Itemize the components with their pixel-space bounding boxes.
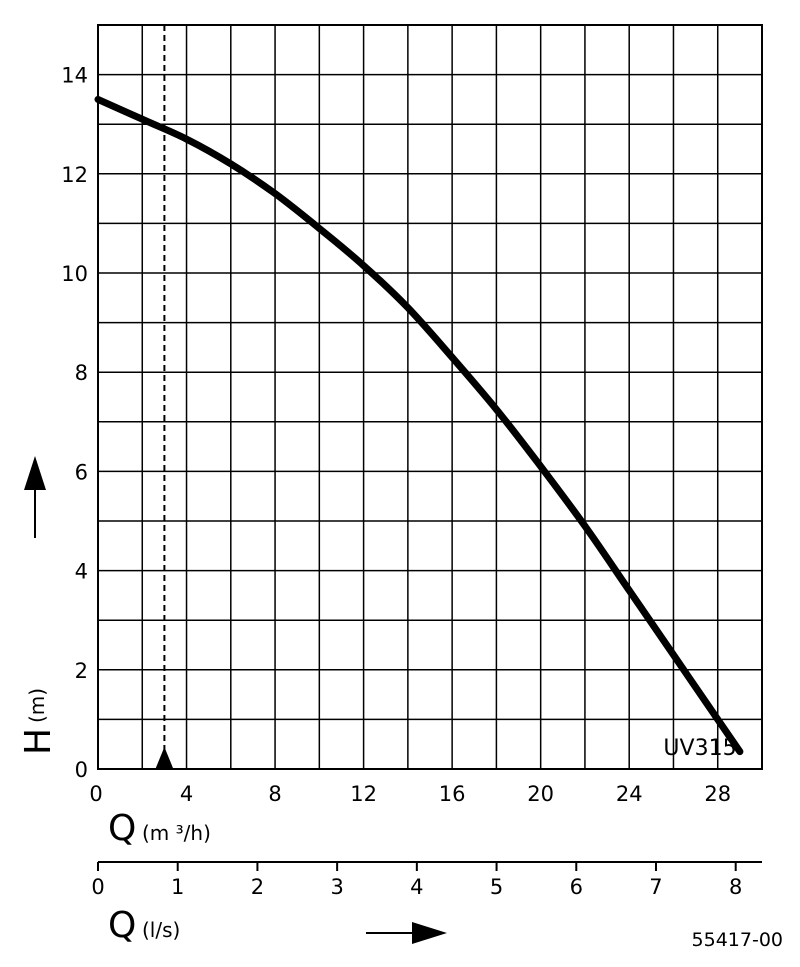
y-tick-label: 14 (61, 64, 88, 88)
pump-curve-series (94, 95, 744, 756)
y-tick-label: 2 (75, 659, 88, 683)
plot-frame (97, 24, 763, 770)
x-axis-arrow (366, 922, 447, 944)
y-tick-label: 0 (75, 758, 88, 782)
duty-point-marker (155, 747, 174, 769)
x-tick-label-secondary: 2 (251, 875, 264, 899)
x-tick-labels-secondary: 0 1 2 3 4 5 6 7 8 (91, 875, 742, 899)
y-tick-label: 4 (75, 560, 88, 584)
y-tick-label: 8 (75, 361, 88, 385)
x-tick-label-primary: 12 (350, 782, 377, 806)
x-tick-label-secondary: 4 (410, 875, 423, 899)
x-tick-label-secondary: 6 (570, 875, 583, 899)
x-tick-label-primary: 28 (704, 782, 731, 806)
y-tick-label: 10 (61, 262, 88, 286)
x-axis-letter-primary: Q (108, 808, 136, 849)
x-tick-label-secondary: 8 (729, 875, 742, 899)
y-tick-labels: 0 2 4 6 8 10 12 14 (61, 64, 88, 782)
x-tick-labels-primary: 0 4 8 12 16 20 24 28 (89, 782, 731, 806)
y-tick-label: 12 (61, 163, 88, 187)
x-axis-unit-primary: (m ³/h) (142, 821, 211, 845)
model-label: UV315 (663, 736, 736, 761)
y-tick-label: 6 (75, 460, 88, 484)
x-tick-label-primary: 24 (616, 782, 643, 806)
y-axis-arrow (24, 456, 46, 538)
y-axis-unit: (m) (25, 688, 49, 723)
x-tick-label-secondary: 7 (649, 875, 662, 899)
x-tick-label-primary: 8 (268, 782, 281, 806)
x-axis-unit-secondary: (l/s) (142, 918, 180, 942)
x-axis-title-secondary: Q (l/s) (108, 905, 180, 946)
x-tick-label-secondary: 0 (91, 875, 104, 899)
x-tick-label-primary: 0 (89, 782, 102, 806)
x-axis-title-primary: Q (m ³/h) (108, 808, 211, 849)
x-tick-label-secondary: 5 (490, 875, 503, 899)
x-tick-marks-secondary (97, 862, 737, 871)
grid (98, 25, 762, 769)
x-tick-label-primary: 20 (527, 782, 554, 806)
y-axis-title: H (m) (18, 688, 59, 755)
x-tick-label-secondary: 3 (330, 875, 343, 899)
x-tick-label-primary: 16 (439, 782, 466, 806)
x-axis-letter-secondary: Q (108, 905, 136, 946)
x-tick-label-primary: 4 (180, 782, 193, 806)
document-number: 55417-00 (692, 929, 783, 951)
y-axis-letter: H (18, 728, 59, 755)
x-tick-label-secondary: 1 (171, 875, 184, 899)
